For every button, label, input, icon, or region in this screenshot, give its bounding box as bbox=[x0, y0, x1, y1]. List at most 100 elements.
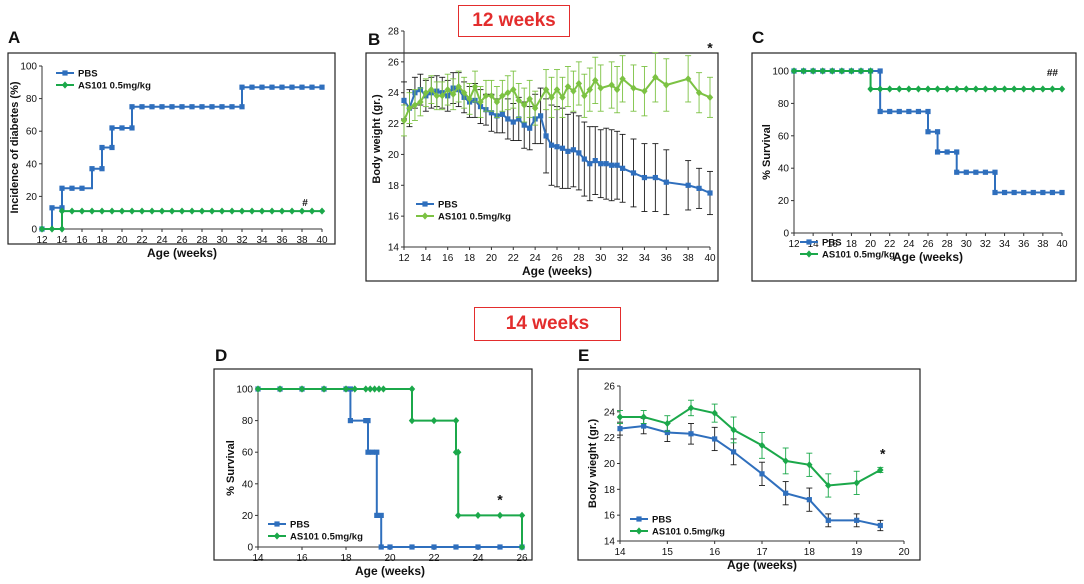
data-point bbox=[853, 479, 860, 487]
legend-item: PBS bbox=[416, 200, 458, 211]
legend-label: AS101 0.5mg/kg bbox=[78, 81, 151, 92]
y-tick-label: 14 bbox=[604, 537, 616, 548]
x-tick-label: 36 bbox=[276, 235, 288, 246]
y-axis-title: Body wieght (gr.) bbox=[587, 419, 599, 509]
data-point bbox=[428, 86, 435, 94]
data-point bbox=[542, 86, 550, 94]
data-point bbox=[369, 449, 375, 455]
series-line bbox=[619, 425, 881, 527]
legend-label: AS101 0.5mg/kg bbox=[652, 527, 725, 538]
data-point bbox=[915, 85, 922, 93]
y-tick-label: 80 bbox=[778, 99, 790, 110]
data-point bbox=[455, 82, 462, 91]
y-tick-label: 24 bbox=[604, 407, 616, 418]
data-point bbox=[806, 497, 812, 503]
y-tick-label: 0 bbox=[31, 225, 37, 236]
legend-item: AS101 0.5mg/kg bbox=[268, 532, 363, 543]
data-point bbox=[1030, 189, 1036, 196]
data-point bbox=[619, 165, 626, 171]
data-point bbox=[1030, 85, 1037, 93]
data-point bbox=[374, 449, 380, 455]
data-point bbox=[497, 544, 503, 550]
y-tick-label: 26 bbox=[388, 57, 400, 68]
legend-label: PBS bbox=[652, 515, 672, 526]
y-tick-label: 22 bbox=[388, 119, 400, 130]
data-point bbox=[444, 86, 451, 94]
data-point bbox=[78, 207, 86, 215]
data-point bbox=[617, 426, 623, 432]
legend-item: PBS bbox=[268, 520, 310, 531]
data-point bbox=[298, 207, 306, 215]
data-point bbox=[474, 511, 482, 519]
x-tick-label: 38 bbox=[296, 235, 308, 246]
data-point bbox=[278, 207, 286, 215]
data-point bbox=[973, 169, 979, 175]
banner-12-weeks: 12 weeks bbox=[458, 5, 570, 37]
data-point bbox=[992, 189, 998, 196]
data-point bbox=[527, 125, 533, 131]
panel-frame bbox=[213, 368, 533, 561]
data-point bbox=[652, 73, 659, 81]
data-point bbox=[825, 517, 831, 523]
data-point bbox=[887, 108, 893, 115]
series-line bbox=[403, 75, 711, 121]
panel-frame bbox=[577, 368, 921, 561]
y-tick-label: 18 bbox=[388, 181, 400, 192]
x-tick-label: 26 bbox=[176, 235, 188, 246]
y-tick-label: 60 bbox=[242, 448, 254, 459]
data-point bbox=[857, 67, 865, 75]
y-tick-label: 16 bbox=[388, 212, 400, 223]
data-point bbox=[460, 89, 468, 97]
legend-item: AS101 0.5mg/kg bbox=[630, 527, 725, 538]
data-point bbox=[422, 89, 430, 97]
x-tick-label: 24 bbox=[903, 239, 915, 250]
data-point bbox=[108, 207, 116, 215]
data-point bbox=[431, 544, 437, 550]
data-point bbox=[867, 85, 874, 93]
data-point bbox=[581, 156, 587, 162]
data-point bbox=[597, 84, 604, 92]
data-point bbox=[158, 207, 166, 215]
data-point bbox=[99, 166, 105, 172]
data-point bbox=[515, 96, 522, 105]
data-point bbox=[453, 544, 459, 550]
data-point bbox=[309, 84, 315, 90]
panel-label: C bbox=[752, 28, 764, 47]
x-tick-label: 16 bbox=[827, 239, 839, 250]
legend-item: AS101 0.5mg/kg bbox=[416, 212, 511, 223]
data-point bbox=[790, 67, 798, 75]
data-point bbox=[800, 67, 807, 75]
data-point bbox=[430, 417, 438, 425]
x-axis-title: Age (weeks) bbox=[355, 564, 425, 578]
data-point bbox=[411, 101, 419, 109]
y-axis-title: Incidence of diabetes (%) bbox=[9, 81, 21, 213]
data-point bbox=[89, 166, 95, 172]
data-point bbox=[518, 511, 526, 519]
y-tick-label: 20 bbox=[388, 150, 400, 161]
data-point bbox=[877, 466, 884, 474]
panel-frame bbox=[365, 52, 719, 282]
data-point bbox=[496, 511, 504, 519]
legend-item: AS101 0.5mg/kg bbox=[56, 81, 151, 92]
data-point bbox=[663, 179, 669, 185]
y-tick-label: 18 bbox=[604, 485, 616, 496]
data-point bbox=[614, 162, 620, 168]
data-point bbox=[238, 207, 246, 215]
data-point bbox=[139, 104, 145, 110]
data-point bbox=[1021, 189, 1027, 196]
data-point bbox=[640, 413, 647, 421]
x-tick-label: 14 bbox=[808, 239, 820, 250]
data-point bbox=[877, 108, 883, 115]
x-tick-label: 38 bbox=[683, 253, 695, 264]
significance-marker: ## bbox=[1047, 68, 1059, 79]
data-point bbox=[652, 174, 658, 181]
series-as101 bbox=[616, 399, 884, 498]
y-tick-label: 20 bbox=[242, 511, 254, 522]
data-point bbox=[188, 207, 196, 215]
data-point bbox=[276, 385, 284, 393]
data-point bbox=[576, 150, 582, 156]
data-point bbox=[587, 161, 593, 167]
data-point bbox=[706, 93, 714, 101]
chart-panel-a: A 0 20 40 60 80 100 12 14 16 18 20 22 24 26 28 30 32 34 36 3… bbox=[7, 28, 336, 260]
